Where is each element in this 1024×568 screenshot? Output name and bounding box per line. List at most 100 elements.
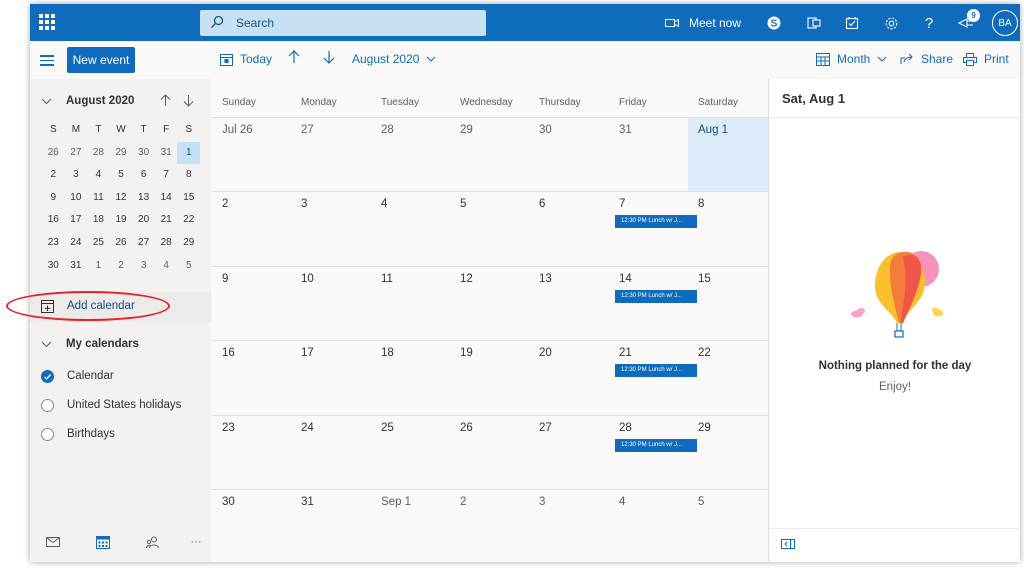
month-day-number[interactable]: 10: [301, 273, 314, 285]
calendar-event-lunch[interactable]: 12:30 PM Lunch w/ J...: [615, 364, 697, 377]
checked-circle-icon[interactable]: [41, 370, 54, 383]
mini-calendar-day[interactable]: 26: [115, 236, 127, 248]
mini-calendar-day[interactable]: 22: [183, 214, 195, 226]
people-icon[interactable]: [144, 533, 162, 551]
meet-now-button[interactable]: Meet now: [665, 4, 741, 41]
collapse-pane-icon[interactable]: [781, 539, 795, 549]
mini-calendar-day[interactable]: 23: [47, 236, 59, 248]
month-day-number[interactable]: 12: [460, 273, 473, 285]
mini-calendar-day[interactable]: 9: [50, 191, 57, 203]
month-day-number[interactable]: 9: [222, 273, 229, 285]
mini-calendar-day[interactable]: 2: [118, 259, 124, 271]
mini-calendar-day[interactable]: 2: [50, 169, 57, 181]
more-apps-icon[interactable]: ···: [190, 536, 202, 548]
mini-calendar-day[interactable]: 7: [163, 169, 169, 181]
my-day-icon[interactable]: [842, 13, 862, 33]
mini-calendar-day[interactable]: 25: [92, 236, 104, 248]
month-day-number[interactable]: 18: [381, 347, 394, 359]
settings-gear-icon[interactable]: [881, 13, 901, 33]
calendar-icon[interactable]: [94, 533, 112, 551]
hamburger-menu-icon[interactable]: [40, 55, 54, 66]
calendar-item-birthdays[interactable]: Birthdays: [41, 427, 206, 443]
help-icon[interactable]: ?: [924, 14, 934, 32]
new-event-button[interactable]: New event: [67, 47, 135, 73]
mini-next-arrow-icon[interactable]: [183, 94, 194, 107]
month-day-number[interactable]: 6: [539, 198, 546, 210]
search-box[interactable]: Search: [200, 10, 486, 36]
month-day-number[interactable]: 5: [698, 496, 705, 508]
month-day-number[interactable]: 14: [619, 273, 632, 285]
mini-calendar-day[interactable]: 30: [138, 146, 150, 158]
month-day-number[interactable]: 13: [539, 273, 552, 285]
mini-calendar-day[interactable]: 5: [118, 169, 124, 181]
mini-calendar-day[interactable]: 31: [160, 146, 172, 158]
month-day-number[interactable]: 28: [381, 124, 394, 136]
month-day-number[interactable]: 25: [381, 422, 394, 434]
calendar-event-lunch[interactable]: 12:30 PM Lunch w/ J...: [615, 290, 697, 303]
mini-calendar-day[interactable]: 28: [92, 146, 104, 158]
mini-calendar-day[interactable]: 12: [115, 191, 127, 203]
mini-calendar-day[interactable]: 6: [140, 169, 147, 181]
user-avatar[interactable]: BA: [992, 10, 1018, 36]
mini-calendar-day[interactable]: 17: [70, 214, 82, 226]
previous-month-arrow-icon[interactable]: [288, 50, 307, 64]
mini-calendar-day[interactable]: 1: [95, 259, 102, 271]
view-month-dropdown[interactable]: Month: [816, 52, 894, 66]
mini-calendar-day[interactable]: 13: [138, 191, 150, 203]
mini-calendar-day[interactable]: 11: [93, 191, 104, 203]
mini-calendar-day[interactable]: 4: [95, 169, 102, 181]
share-button[interactable]: Share: [900, 52, 953, 66]
month-day-number[interactable]: 29: [460, 124, 473, 136]
chevron-down-icon[interactable]: [41, 98, 52, 105]
mini-calendar-day[interactable]: 21: [160, 214, 172, 226]
month-day-number[interactable]: 11: [381, 273, 393, 285]
month-day-number[interactable]: 15: [698, 273, 711, 285]
month-day-number[interactable]: Sep 1: [381, 496, 412, 508]
month-day-number[interactable]: 28: [619, 422, 632, 434]
month-day-number[interactable]: 26: [460, 422, 473, 434]
skype-icon[interactable]: S: [764, 13, 784, 33]
mini-calendar-day[interactable]: 27: [138, 236, 150, 248]
month-day-number[interactable]: Jul 26: [222, 124, 253, 136]
month-day-number[interactable]: 23: [222, 422, 235, 434]
month-day-number[interactable]: Aug 1: [698, 124, 729, 136]
month-day-number[interactable]: 16: [222, 347, 235, 359]
month-day-number[interactable]: 8: [698, 198, 705, 210]
mini-calendar-day[interactable]: 30: [47, 259, 59, 271]
mini-calendar-day[interactable]: 8: [185, 169, 192, 181]
mini-calendar-day[interactable]: 1: [177, 141, 201, 165]
month-day-number[interactable]: 4: [381, 198, 388, 210]
month-day-number[interactable]: 2: [222, 198, 229, 210]
unchecked-circle-icon[interactable]: [41, 399, 54, 412]
mini-calendar-day[interactable]: 16: [47, 214, 59, 226]
mini-calendar-day[interactable]: 26: [47, 146, 59, 158]
month-day-number[interactable]: 5: [460, 198, 467, 210]
mini-previous-arrow-icon[interactable]: [160, 94, 171, 107]
month-day-number[interactable]: 31: [301, 496, 314, 508]
next-month-arrow-icon[interactable]: [323, 50, 342, 64]
mini-calendar-day[interactable]: 3: [73, 169, 79, 181]
calendar-event-lunch[interactable]: 12:30 PM Lunch w/ J...: [615, 439, 697, 452]
today-button[interactable]: Today: [220, 52, 272, 66]
mini-calendar-day[interactable]: 15: [183, 191, 195, 203]
month-day-number[interactable]: 30: [222, 496, 235, 508]
month-selector-dropdown[interactable]: August 2020: [352, 52, 443, 66]
month-day-number[interactable]: 27: [539, 422, 552, 434]
month-day-number[interactable]: 19: [460, 347, 473, 359]
calendar-event-lunch[interactable]: 12:30 PM Lunch w/ J...: [615, 215, 697, 228]
office-apps-icon[interactable]: [804, 13, 824, 33]
calendar-item-us-holidays[interactable]: United States holidays: [41, 398, 206, 414]
mini-calendar-day[interactable]: 18: [92, 214, 104, 226]
month-day-number[interactable]: 22: [698, 347, 711, 359]
month-day-number[interactable]: 17: [301, 347, 314, 359]
mini-calendar-day[interactable]: 28: [160, 236, 172, 248]
mini-calendar-day[interactable]: 4: [163, 259, 169, 271]
month-day-number[interactable]: 3: [301, 198, 308, 210]
mini-calendar-day[interactable]: 29: [115, 146, 127, 158]
month-day-number[interactable]: 31: [619, 124, 632, 136]
selected-day-highlight[interactable]: [688, 117, 768, 191]
mini-calendar-day[interactable]: 5: [185, 259, 192, 271]
mail-icon[interactable]: [44, 533, 62, 551]
month-day-number[interactable]: 24: [301, 422, 314, 434]
mini-calendar-day[interactable]: 29: [183, 236, 195, 248]
